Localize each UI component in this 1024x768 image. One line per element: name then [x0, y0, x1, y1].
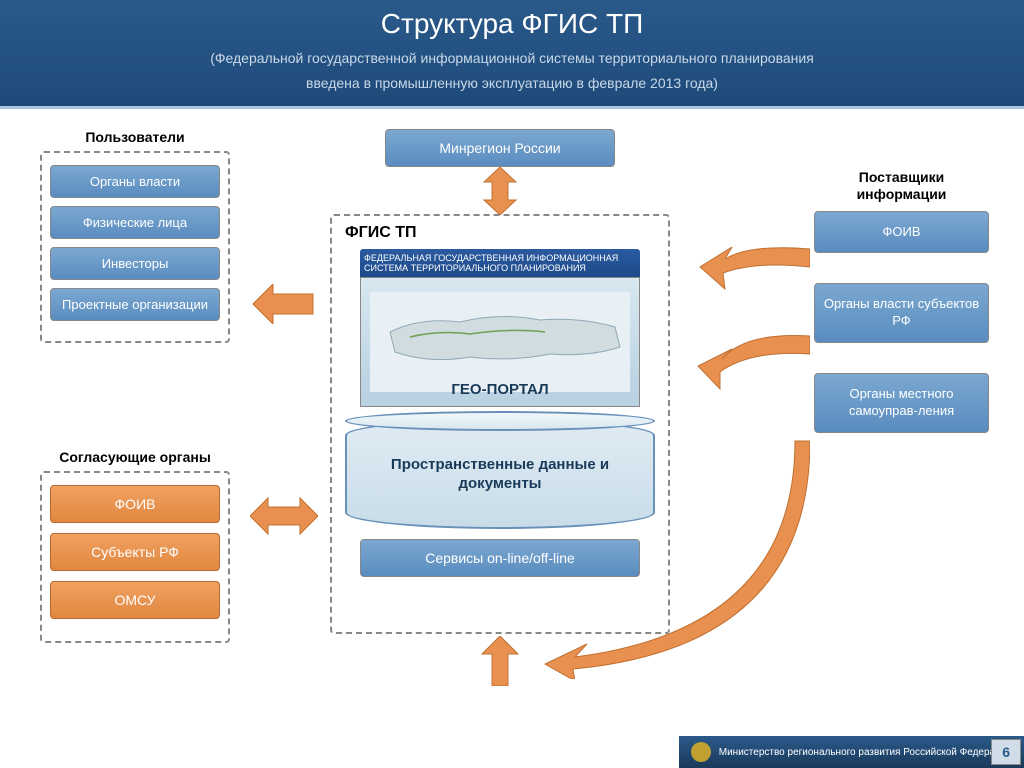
curve-arrow-subjects: [690, 324, 810, 394]
user-item-individuals: Физические лица: [50, 206, 220, 239]
slide-subtitle-1: (Федеральной государственной информацион…: [0, 48, 1024, 69]
diagram-content: Пользователи Органы власти Физические ли…: [0, 109, 1024, 729]
arrow-minregion-system: [480, 167, 520, 215]
curve-arrow-local: [530, 429, 810, 679]
slide-header: Структура ФГИС ТП (Федеральной государст…: [0, 0, 1024, 109]
arrow-agreeing-center: [250, 494, 318, 538]
user-item-authorities: Органы власти: [50, 165, 220, 198]
supplier-subjects: Органы власти субъектов РФ: [814, 283, 989, 343]
arrow-center-to-users: [252, 284, 314, 324]
supplier-local: Органы местного самоуправ-ления: [814, 373, 989, 433]
page-number: 6: [991, 739, 1021, 765]
system-label: ФГИС ТП: [345, 224, 417, 242]
users-dashed-box: Органы власти Физические лица Инвесторы …: [40, 151, 230, 343]
portal-map: ГЕО-ПОРТАЛ: [360, 277, 640, 407]
slide-title: Структура ФГИС ТП: [0, 8, 1024, 40]
agree-item-subjects: Субъекты РФ: [50, 533, 220, 571]
user-item-project-orgs: Проектные организации: [50, 288, 220, 321]
curve-arrow-foiv: [690, 239, 810, 299]
footer-bar: Министерство регионального развития Росс…: [679, 736, 1024, 768]
supplier-foiv: ФОИВ: [814, 211, 989, 254]
suppliers-group: Поставщики информации ФОИВ Органы власти…: [814, 169, 989, 463]
geo-portal: ФЕДЕРАЛЬНАЯ ГОСУДАРСТВЕННАЯ ИНФОРМАЦИОНН…: [360, 249, 640, 407]
portal-header: ФЕДЕРАЛЬНАЯ ГОСУДАРСТВЕННАЯ ИНФОРМАЦИОНН…: [360, 249, 640, 277]
users-label: Пользователи: [40, 129, 230, 145]
suppliers-items: ФОИВ Органы власти субъектов РФ Органы м…: [814, 211, 989, 433]
agreeing-label: Согласующие органы: [40, 449, 230, 465]
user-item-investors: Инвесторы: [50, 247, 220, 280]
agree-item-omsu: ОМСУ: [50, 581, 220, 619]
agreeing-group: Согласующие органы ФОИВ Субъекты РФ ОМСУ: [40, 449, 230, 643]
footer-ministry: Министерство регионального развития Росс…: [719, 747, 1012, 758]
slide-subtitle-2: введена в промышленную эксплуатацию в фе…: [0, 73, 1024, 94]
arrow-bottom-input: [480, 636, 520, 686]
agreeing-dashed-box: ФОИВ Субъекты РФ ОМСУ: [40, 471, 230, 643]
map-graphic: [370, 292, 630, 392]
users-group: Пользователи Органы власти Физические ли…: [40, 129, 230, 343]
agree-item-foiv: ФОИВ: [50, 485, 220, 523]
portal-label: ГЕО-ПОРТАЛ: [451, 381, 548, 398]
emblem-icon: [691, 742, 711, 762]
suppliers-label: Поставщики информации: [814, 169, 989, 203]
cylinder-top: [345, 411, 655, 431]
minregion-box: Минрегион России: [385, 129, 615, 167]
